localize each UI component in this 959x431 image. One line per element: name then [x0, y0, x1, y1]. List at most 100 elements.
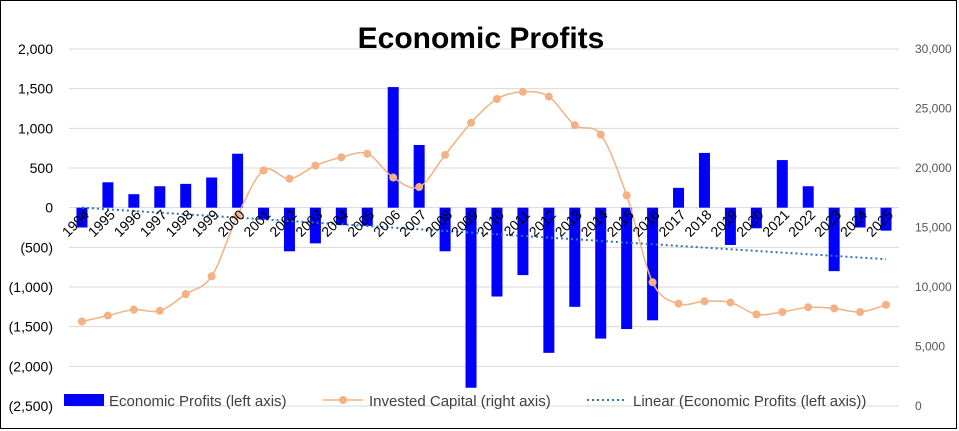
point-2000 [233, 211, 242, 220]
bar-1999 [206, 177, 218, 208]
bar-1996 [128, 194, 140, 208]
x-axis-ticks: 1994199519961997199819992000200120022003… [59, 206, 897, 239]
bar-2012 [543, 207, 555, 353]
point-2009 [467, 118, 476, 127]
bar-2004 [335, 207, 347, 226]
bar-2010 [491, 207, 503, 297]
bar-2014 [595, 207, 607, 339]
bar-2018 [698, 152, 710, 208]
point-2010 [492, 94, 501, 103]
point-2017 [674, 299, 683, 308]
x-tick-label: 2018 [681, 206, 714, 239]
x-tick-label: 1996 [111, 206, 144, 239]
point-2020 [752, 310, 761, 319]
point-2006 [389, 173, 398, 182]
left-axis-tick-label: (500) [20, 239, 53, 255]
left-axis-tick-label: (1,000) [9, 279, 53, 295]
bar-2021 [776, 160, 788, 208]
gridlines [69, 48, 899, 407]
legend-label-economic-profits: Economic Profits (left axis) [109, 393, 287, 410]
left-axis-tick-label: (2,000) [9, 358, 53, 374]
bar-2000 [232, 153, 244, 208]
left-axis-tick-label: 500 [30, 160, 54, 176]
x-tick-label: 2007 [396, 206, 429, 239]
linear-trendline [81, 206, 887, 261]
bar-2022 [802, 186, 814, 208]
left-axis-tick-label: (1,500) [9, 319, 53, 335]
right-axis-tick-label: 10,000 [915, 280, 952, 294]
bar-2002 [283, 207, 295, 252]
bar-2011 [517, 207, 529, 276]
economic-profits-bars [76, 87, 892, 388]
right-axis-ticks: 30,000 25,000 20,000 15,000 10,000 5,000 0 [915, 42, 952, 413]
left-axis-tick-label: 0 [45, 200, 53, 216]
point-2004 [337, 153, 346, 162]
point-2007 [415, 183, 424, 192]
point-2021 [778, 307, 787, 316]
invested-capital-path [81, 90, 887, 323]
point-2016 [648, 278, 657, 287]
point-2005 [363, 149, 372, 158]
x-tick-label: 1998 [162, 206, 195, 239]
point-2012 [544, 92, 553, 101]
x-tick-label: 2021 [759, 206, 792, 239]
x-tick-label: 2006 [370, 206, 403, 239]
right-axis-tick-label: 25,000 [915, 102, 952, 116]
bar-2024 [854, 207, 866, 228]
point-1997 [155, 306, 164, 315]
bar-1997 [154, 186, 166, 208]
point-2008 [441, 150, 450, 159]
bar-2008 [439, 207, 451, 252]
point-2011 [518, 87, 527, 96]
bar-2016 [647, 207, 659, 321]
legend-marker-invested-capital [339, 396, 347, 404]
point-2023 [830, 304, 839, 313]
right-axis-tick-label: 20,000 [915, 161, 952, 175]
point-2001 [259, 166, 268, 175]
legend: Economic Profits (left axis) Invested Ca… [64, 393, 866, 410]
left-axis-tick-label: 1,500 [18, 81, 53, 97]
point-2014 [596, 130, 605, 139]
point-1999 [207, 272, 216, 281]
bar-2005 [361, 207, 373, 226]
point-2022 [804, 303, 813, 312]
left-axis-tick-label: 1,000 [18, 120, 53, 136]
right-axis-tick-label: 5,000 [915, 340, 945, 354]
point-2024 [856, 307, 865, 316]
left-axis-tick-label: 2,000 [18, 41, 53, 57]
bar-2020 [750, 207, 762, 229]
right-axis-tick-label: 0 [915, 399, 922, 413]
legend-label-invested-capital: Invested Capital (right axis) [369, 393, 551, 410]
right-axis-tick-label: 15,000 [915, 221, 952, 235]
bar-2006 [387, 87, 399, 208]
bar-1995 [102, 182, 114, 208]
bar-1994 [76, 207, 88, 228]
bar-2003 [309, 207, 321, 244]
left-axis-ticks: 2,000 1,500 1,000 500 0 (500) (1,000) (1,500) (2… [9, 41, 54, 414]
bar-2001 [258, 207, 270, 220]
bar-2025 [880, 207, 892, 231]
bar-1998 [180, 183, 192, 208]
x-tick-label: 2017 [655, 206, 688, 239]
bar-2019 [724, 207, 736, 245]
point-2018 [700, 297, 709, 306]
bar-2009 [465, 207, 477, 388]
x-tick-label: 1997 [137, 206, 170, 239]
x-tick-label: 1999 [188, 206, 221, 239]
bar-2017 [673, 187, 685, 208]
point-2013 [570, 121, 579, 130]
chart-title: Economic Profits [358, 22, 605, 55]
point-2015 [622, 191, 631, 200]
point-1995 [103, 311, 112, 320]
trendline [81, 206, 887, 261]
legend-swatch-economic-profits [64, 394, 104, 406]
bar-2013 [569, 207, 581, 307]
x-tick-label: 2000 [214, 206, 247, 239]
point-1996 [129, 305, 138, 314]
point-2002 [285, 174, 294, 183]
invested-capital-line [77, 87, 891, 326]
bar-2007 [413, 144, 425, 208]
bar-2023 [828, 207, 840, 272]
